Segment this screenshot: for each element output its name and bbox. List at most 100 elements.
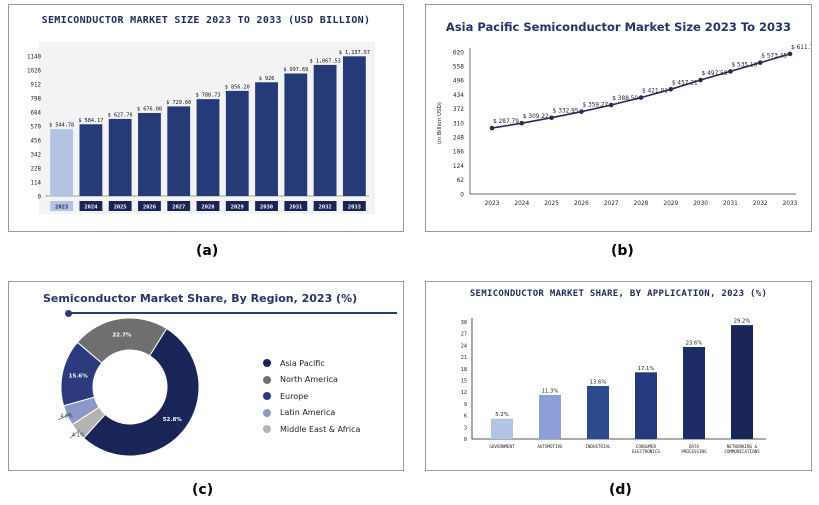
legend-label: North America [280,375,338,385]
data-label: $ 584.17 [78,118,103,124]
donut-slice [76,317,168,364]
bar [108,118,132,196]
chart-title: Semiconductor Market Share, By Region, 2… [43,292,358,305]
x-tick-box [196,201,220,211]
bar [539,394,561,439]
data-label: $ 421.01 [642,89,668,95]
y-tick-label: 248 [453,136,464,142]
leader-line [57,413,71,420]
data-label: $ 332.95 [553,109,579,115]
x-tick-box [108,201,132,211]
data-label: 17.1% [638,366,655,372]
x-tick-box [167,201,191,211]
data-label: 13.6% [590,379,607,385]
data-label: $ 309.22 [523,114,549,120]
y-tick-label: 228 [31,167,42,173]
x-tick-label: INDUSTRIAL [585,444,611,449]
data-label: $ 573.45 [761,54,787,60]
region-share-donut-chart: 52.8% 4.1% 4.8% 15.6% 22.7% [57,317,200,457]
market-size-bar-chart: 0 114 228 342 456 570 684 798 912 1026 1140 $ 544.7… [27,42,375,214]
y-tick-label: 310 [453,121,464,127]
chart-title: SEMICONDUCTOR MARKET SHARE, BY APPLICATI… [469,289,768,299]
data-point [519,120,525,126]
bar [587,385,609,439]
legend-swatch [263,425,271,434]
x-tick-label: CONSUMER ELECTRONICS [632,444,660,454]
x-tick-box [255,201,278,211]
y-tick-label: 0 [38,195,42,201]
legend-swatch [263,392,271,401]
x-tick-label: 2029 [231,204,244,210]
y-tick-label: 912 [31,83,41,89]
figure-caption: (d) [609,482,632,498]
legend-swatch [263,359,271,368]
x-tick-label: 2033 [783,201,798,207]
application-share-chart-panel: SEMICONDUCTOR MARKET SHARE, BY APPLICATI… [425,281,812,471]
slice-label: 4.8% [60,414,73,420]
chart-title: SEMICONDUCTOR MARKET SIZE 2023 TO 2033 (… [41,15,371,26]
y-tick-label: 15 [461,379,467,385]
y-tick-label: 1140 [27,55,41,61]
y-tick-label: 620 [453,50,464,56]
data-label: $ 359.27 [582,103,608,109]
data-label: $ 388.50 [612,96,638,102]
data-label: $ 627.76 [108,112,133,118]
y-tick-label: 342 [31,153,41,159]
y-tick-label: 24 [461,343,467,349]
legend-swatch [263,408,271,417]
data-label: $ 729.60 [166,100,191,106]
x-tick-label: 2032 [753,201,768,207]
y-tick-label: 684 [31,111,42,117]
data-label: 5.2% [495,412,508,418]
data-label: $ 287.79 [493,119,519,125]
legend-label: Latin America [280,408,336,418]
legend-item: Latin America [263,405,360,422]
x-tick-label: 2025 [114,204,127,210]
data-label: $ 856.20 [225,84,250,90]
data-label: $ 457.21 [672,80,698,86]
y-tick-label: 496 [453,79,464,85]
legend-label: Europe [280,391,309,401]
x-tick-box [50,201,74,211]
slice-label: 15.6% [69,374,89,380]
x-tick-label: 2028 [634,201,649,207]
application-share-bar-chart: 0 3 6 9 12 15 18 21 24 27 30 5.2% GOVERNMENT 11.3% AUT… [461,318,766,454]
chart-title: Asia Pacific Semiconductor Market Size 2… [445,20,792,34]
bar [284,73,308,196]
bar [79,124,103,196]
x-tick-label: 2029 [663,201,678,207]
region-share-chart-panel: Semiconductor Market Share, By Region, 2… [8,281,404,471]
data-label: $ 497.58 [702,71,728,77]
data-label: $ 544.78 [49,123,74,129]
leader-line [69,428,81,439]
x-tick-box [284,201,308,211]
figure-caption: (a) [196,243,219,259]
x-tick-label: 2024 [514,201,529,207]
bar [731,325,753,439]
title-accent-dot [65,310,72,317]
y-tick-label: 27 [461,332,467,338]
bar [342,56,366,197]
bar [313,64,337,196]
x-tick-label: 2027 [172,204,185,210]
data-point [668,86,674,92]
y-tick-label: 6 [464,414,467,420]
x-tick-label: 2031 [289,204,302,210]
legend-label: Middle East & Africa [280,424,361,434]
y-tick-label: 372 [453,107,464,113]
data-point [489,125,495,131]
chart-legend: Asia Pacific North America Europe Latin … [263,355,360,438]
x-tick-label: 2023 [55,204,68,210]
title-accent-rule [71,312,397,314]
x-tick-label: 2027 [604,201,619,207]
legend-item: Middle East & Africa [263,421,360,438]
x-tick-label: 2028 [202,204,215,210]
data-point [549,115,554,121]
x-tick-label: 2025 [544,201,559,207]
y-tick-label: 62 [457,178,465,184]
y-tick-label: 21 [461,355,467,361]
data-label: 23.6% [686,340,703,346]
data-point [698,77,703,83]
y-tick-label: 18 [461,367,467,373]
x-tick-label: 2024 [84,204,97,210]
